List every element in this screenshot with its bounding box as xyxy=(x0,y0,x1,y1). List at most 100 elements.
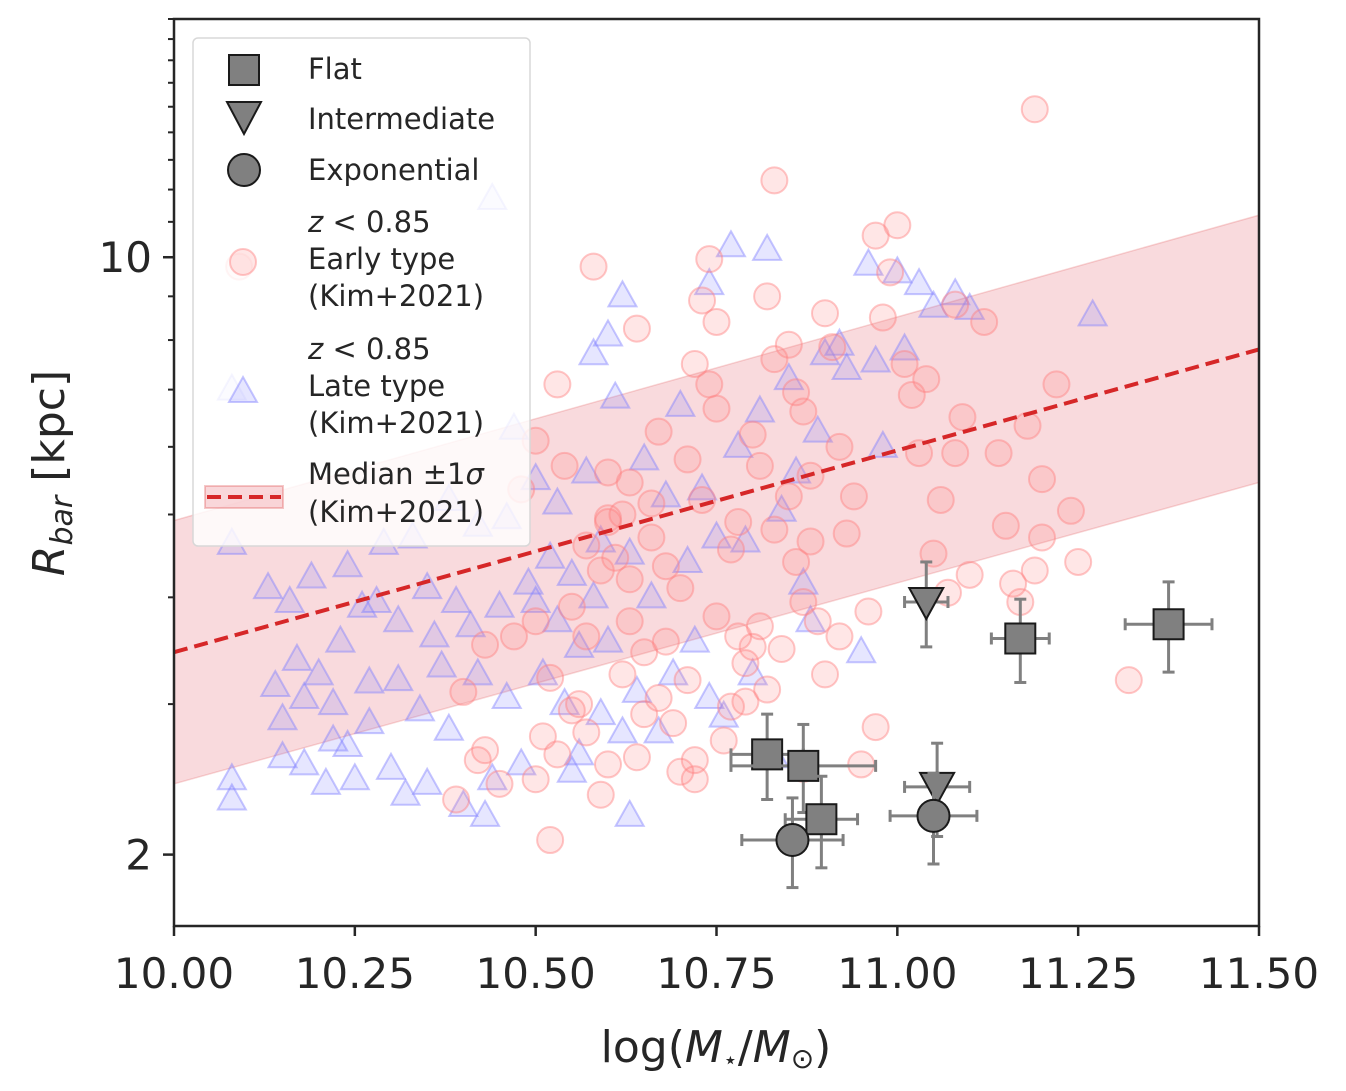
early-type-point-35 xyxy=(615,607,644,636)
legend-frame xyxy=(192,37,531,547)
legend-flat-marker xyxy=(228,54,260,86)
early-type-point-20 xyxy=(565,690,594,719)
late-type-point-9 xyxy=(281,642,313,671)
late-type-point-65 xyxy=(592,318,624,347)
early-type-point-117 xyxy=(1028,523,1056,552)
late-type-point-86 xyxy=(722,429,754,458)
legend-median-label-line2: (Kim+2021) xyxy=(308,495,484,529)
early-type-point-102 xyxy=(919,539,948,568)
flat-point-3 xyxy=(1004,622,1037,655)
early-type-point-12 xyxy=(521,607,550,636)
early-type-point-42 xyxy=(644,417,673,446)
x-tick-label-0: 10.00 xyxy=(114,949,234,998)
early-type-point-103 xyxy=(926,485,955,514)
early-type-point-98 xyxy=(890,350,919,379)
late-type-point-72 xyxy=(621,674,653,703)
late-type-point-81 xyxy=(686,472,718,501)
late-type-point-42 xyxy=(462,657,494,686)
early-type-point-41 xyxy=(644,683,673,712)
x-tick-label-3: 10.75 xyxy=(656,949,776,998)
early-type-point-82 xyxy=(796,527,825,556)
early-type-point-110 xyxy=(984,439,1013,468)
late-type-point-106 xyxy=(903,267,935,296)
late-type-point-73 xyxy=(628,442,660,471)
early-type-point-49 xyxy=(673,445,702,474)
early-type-point-16 xyxy=(543,740,572,769)
late-type-point-20 xyxy=(339,762,371,791)
late-type-point-63 xyxy=(577,580,610,609)
early-type-point-38 xyxy=(630,700,659,729)
exponential-point-1 xyxy=(916,798,951,833)
late-type-point-27 xyxy=(382,663,414,692)
late-type-point-22 xyxy=(353,665,386,694)
late-type-point-1 xyxy=(216,782,248,811)
late-type-point-93 xyxy=(773,362,805,391)
early-type-point-65 xyxy=(731,687,760,716)
late-type-point-85 xyxy=(715,229,747,258)
early-type-point-39 xyxy=(637,489,666,518)
early-type-point-55 xyxy=(695,370,724,399)
late-type-point-62 xyxy=(577,337,610,366)
early-type-point-51 xyxy=(680,350,709,379)
legend-late-marker xyxy=(227,374,259,403)
late-type-point-28 xyxy=(382,604,414,633)
late-type-point-95 xyxy=(787,566,820,595)
late-type-point-56 xyxy=(541,486,574,515)
late-type-point-0 xyxy=(216,762,248,791)
late-type-point-100 xyxy=(830,351,863,380)
early-type-point-68 xyxy=(745,451,774,480)
early-type-point-74 xyxy=(767,635,796,664)
late-type-point-54 xyxy=(527,657,559,686)
early-type-point-59 xyxy=(709,726,738,755)
late-type-point-61 xyxy=(570,455,603,484)
late-type-point-89 xyxy=(744,394,776,423)
early-type-point-99 xyxy=(897,380,926,409)
late-type-point-19 xyxy=(331,728,364,757)
late-type-point-66 xyxy=(592,624,624,653)
late-type-point-110 xyxy=(1076,298,1109,327)
legend-median-label-line1: Median ±1σ xyxy=(308,457,485,491)
early-type-point-105 xyxy=(941,439,970,468)
late-type-point-102 xyxy=(859,344,892,373)
early-type-point-37 xyxy=(622,314,651,343)
late-type-point-88 xyxy=(736,657,769,686)
early-type-point-7 xyxy=(485,769,514,798)
early-type-point-115 xyxy=(1020,556,1049,585)
late-type-point-74 xyxy=(635,580,668,609)
early-type-point-15 xyxy=(543,370,572,399)
early-type-point-95 xyxy=(868,303,897,332)
early-type-point-46 xyxy=(666,757,695,786)
late-type-point-13 xyxy=(302,657,335,686)
early-type-point-92 xyxy=(854,597,883,626)
late-type-point-97 xyxy=(802,414,834,443)
x-axis-ticks: 10.00 10.25 10.50 10.75 11.00 11.25 11.50 xyxy=(114,926,1319,998)
late-type-point-7 xyxy=(266,702,299,731)
legend-late-label-line2: Late type xyxy=(308,369,445,403)
flat-point-4 xyxy=(1152,608,1185,641)
flat-point-2 xyxy=(805,803,838,836)
early-type-point-47 xyxy=(666,574,695,603)
late-type-point-18 xyxy=(331,549,364,578)
early-type-point-40 xyxy=(637,523,666,552)
late-type-point-11 xyxy=(288,747,320,776)
late-type-point-75 xyxy=(642,715,675,744)
late-type-point-34 xyxy=(418,619,451,648)
early-type-point-63 xyxy=(724,508,753,537)
early-type-point-85 xyxy=(811,299,839,328)
late-type-point-90 xyxy=(751,232,783,261)
early-type-point-79 xyxy=(789,397,818,426)
intermediate-point-0 xyxy=(907,586,945,622)
early-type-point-58 xyxy=(702,602,731,631)
early-type-point-75 xyxy=(774,330,803,359)
early-type-point-122 xyxy=(1114,666,1143,695)
early-type-point-17 xyxy=(550,451,579,480)
late-type-point-68 xyxy=(606,279,639,308)
y-axis-label: Rbar [kpc] xyxy=(24,370,80,576)
legend-flat-label: Flat xyxy=(308,52,362,86)
early-type-point-93 xyxy=(861,713,890,742)
late-type-point-114 xyxy=(563,737,595,766)
late-type-point-55 xyxy=(534,540,566,569)
late-type-point-70 xyxy=(613,536,646,565)
early-type-point-119 xyxy=(1056,496,1085,525)
early-type-point-36 xyxy=(622,743,651,772)
